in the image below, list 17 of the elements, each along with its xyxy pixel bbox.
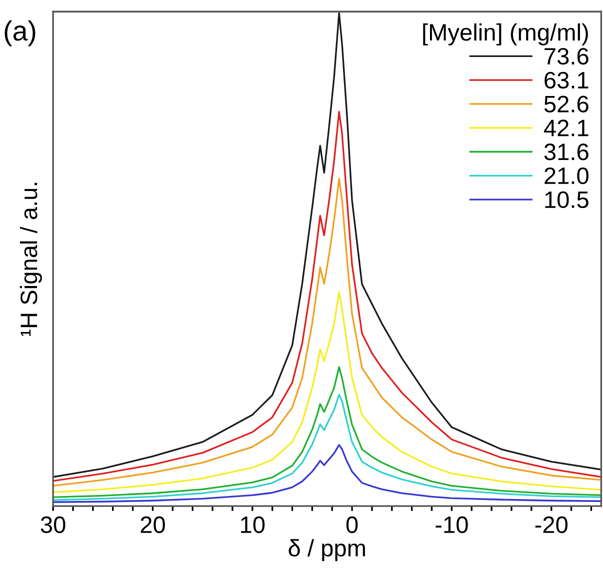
legend-label: 63.1 — [544, 72, 588, 89]
legend-label: 73.6 — [544, 48, 588, 65]
y-axis-title: ¹H Signal / a.u. — [20, 182, 42, 336]
legend-label: 42.1 — [544, 120, 588, 136]
x-axis-title: δ / ppm — [288, 539, 365, 562]
x-tick-label: -10 — [436, 516, 468, 534]
legend-label: 21.0 — [544, 167, 588, 184]
legend-label: 52.6 — [544, 96, 588, 112]
x-tick-label: 10 — [241, 516, 265, 534]
x-tick-label: 20 — [140, 516, 165, 534]
legend-label: 31.6 — [544, 144, 588, 160]
x-tick-label: 0 — [346, 516, 358, 534]
x-tick-label: 30 — [40, 516, 66, 534]
x-tick-label: -20 — [535, 516, 568, 534]
legend-title: [Myelin] (mg/ml) — [423, 23, 588, 46]
legend-label: 10.5 — [545, 191, 588, 208]
text: (a) — [4, 20, 36, 46]
